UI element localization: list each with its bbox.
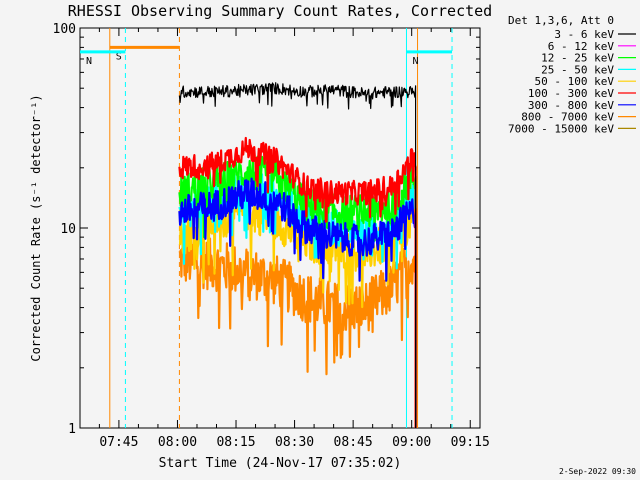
- y-tick-label: 100: [53, 22, 76, 37]
- legend-entry-label: 50 - 100 keV: [535, 75, 615, 88]
- y-tick-label: 1: [68, 422, 76, 437]
- legend-entry-label: 100 - 300 keV: [528, 87, 614, 100]
- chart-title: RHESSI Observing Summary Count Rates, Co…: [68, 2, 492, 20]
- legend-entry-label: 7000 - 15000 keV: [508, 122, 614, 135]
- x-tick-label: 09:15: [451, 435, 490, 450]
- legend-entry-label: 6 - 12 keV: [548, 40, 615, 53]
- y-axis-label: Corrected Count Rate (s⁻¹ detector⁻¹): [29, 94, 43, 361]
- series-line: [178, 155, 417, 428]
- series-line: [178, 136, 417, 428]
- legend-header: Det 1,3,6, Att 0: [508, 14, 614, 27]
- legend-entry-label: 3 - 6 keV: [554, 28, 614, 41]
- legend-entry-label: 25 - 50 keV: [541, 63, 614, 76]
- annotation-label: N: [412, 56, 418, 67]
- x-tick-label: 08:15: [216, 435, 255, 450]
- x-tick-label: 08:00: [158, 435, 197, 450]
- series-line: [178, 235, 417, 428]
- legend-entry-label: 300 - 800 keV: [528, 99, 614, 112]
- y-tick-label: 10: [60, 222, 76, 237]
- x-tick-label: 07:45: [99, 435, 138, 450]
- legend-entry-label: 12 - 25 keV: [541, 52, 614, 65]
- legend-entry-label: 800 - 7000 keV: [521, 111, 614, 124]
- x-tick-label: 09:00: [392, 435, 431, 450]
- series-line: [178, 82, 417, 428]
- x-tick-label: 08:30: [275, 435, 314, 450]
- plot-area: 1 10 100 07:45 08:00 08:15 08:30 08:45 09:00 09:1…: [53, 22, 490, 450]
- x-tick-label: 08:45: [334, 435, 373, 450]
- x-axis-label: Start Time (24-Nov-17 07:35:02): [159, 456, 402, 471]
- series-line: [178, 177, 417, 428]
- annotation-label: S: [116, 51, 122, 62]
- footer-date: 2-Sep-2022 09:30: [559, 467, 636, 476]
- annotation-label: N: [86, 56, 92, 67]
